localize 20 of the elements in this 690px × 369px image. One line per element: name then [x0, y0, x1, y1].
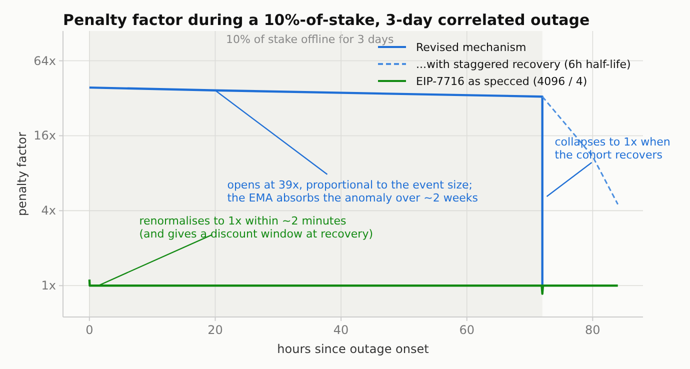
legend-label: Revised mechanism [416, 41, 526, 54]
x-tick-label: 40 [333, 323, 349, 337]
x-axis-title: hours since outage onset [277, 342, 430, 356]
y-tick-label: 64x [34, 54, 56, 68]
y-tick-label: 1x [41, 278, 56, 293]
x-tick-label: 0 [86, 323, 94, 337]
y-tick-label: 4x [41, 204, 56, 218]
x-tick-label: 80 [585, 323, 600, 337]
legend-label: ...with staggered recovery (6h half-life) [416, 58, 631, 71]
annotation: renormalises to 1x within ~2 minutes (and gives a discount window at recovery) [139, 214, 374, 241]
legend-label: EIP-7716 as specced (4096 / 4) [416, 75, 588, 88]
x-tick-label: 20 [208, 323, 223, 337]
y-axis-title: penalty factor [15, 132, 29, 216]
y-tick-label: 16x [34, 128, 56, 143]
line-series [88, 86, 544, 287]
annotation: opens at 39x, proportional to the event size; the EMA absorbs the anomaly over ~2 weeks [227, 178, 478, 204]
chart-title: Penalty factor during a 10%-of-stake, 3-day correlated outage [63, 11, 590, 29]
band-label: 10% of stake offline for 3 days [226, 33, 394, 46]
x-tick-label: 60 [459, 323, 474, 337]
annotation: collapses to 1x when the cohort recovers [554, 136, 670, 162]
